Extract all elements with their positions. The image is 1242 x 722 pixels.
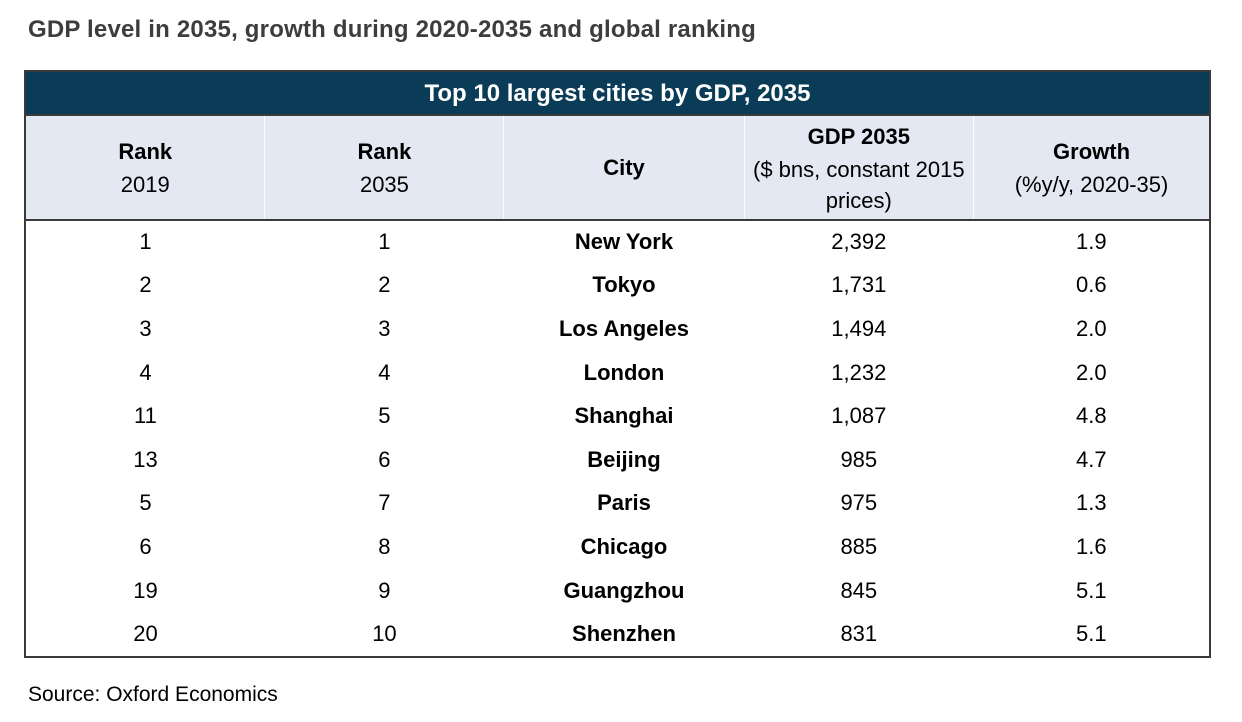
col-header-city: City <box>503 116 745 221</box>
rank-2019-cell: 19 <box>26 568 265 613</box>
rank-2035-cell: 8 <box>264 525 504 569</box>
rank-2035-cell: 1 <box>264 220 504 264</box>
rank-2019-cell: 5 <box>26 481 265 526</box>
gdp-cell: 1,232 <box>744 350 974 395</box>
rank-2019-cell: 3 <box>26 307 265 351</box>
col-header-label: City <box>603 154 645 180</box>
col-header-label: Rank <box>118 139 173 164</box>
city-cell: Tokyo <box>503 263 745 308</box>
gdp-cell: 975 <box>744 481 974 526</box>
page-title: GDP level in 2035, growth during 2020-20… <box>28 16 756 43</box>
col-header-sub: ($ bns, constant 2015 prices) <box>753 156 965 213</box>
city-cell: Chicago <box>503 525 745 569</box>
growth-cell: 5.1 <box>973 568 1209 613</box>
col-header-rank-2035: Rank 2035 <box>264 116 505 221</box>
table-row: 1 1 New York 2,392 1.9 <box>26 220 1209 264</box>
col-header-label: GDP 2035 <box>807 123 910 149</box>
city-cell: Los Angeles <box>503 307 745 351</box>
city-cell: New York <box>503 220 745 264</box>
gdp-cell: 831 <box>744 612 974 656</box>
city-cell: Shenzhen <box>503 612 745 656</box>
col-header-label: Rank <box>357 139 412 164</box>
city-cell: Guangzhou <box>503 568 745 613</box>
source-note: Source: Oxford Economics <box>28 683 278 706</box>
rank-2019-cell: 4 <box>26 350 265 395</box>
table-row: 4 4 London 1,232 2.0 <box>26 350 1209 395</box>
gdp-cell: 845 <box>744 568 974 613</box>
table-row: 19 9 Guangzhou 845 5.1 <box>26 568 1209 613</box>
rank-2019-cell: 1 <box>26 220 265 264</box>
rank-2019-cell: 6 <box>26 525 265 569</box>
table-row: 20 10 Shenzhen 831 5.1 <box>26 612 1209 656</box>
rank-2035-cell: 10 <box>264 612 504 656</box>
growth-cell: 5.1 <box>973 612 1209 656</box>
rank-2035-cell: 3 <box>264 307 504 351</box>
table-row: 2 2 Tokyo 1,731 0.6 <box>26 263 1209 308</box>
header-row: Rank 2019 Rank 2035 City GDP 2035 ($ bns… <box>26 116 1209 221</box>
gdp-ranking-table: Top 10 largest cities by GDP, 2035 Rank … <box>24 70 1211 658</box>
gdp-cell: 2,392 <box>744 220 974 264</box>
col-header-sub: (%y/y, 2020-35) <box>1014 172 1169 197</box>
growth-cell: 1.3 <box>973 481 1209 526</box>
gdp-cell: 985 <box>744 437 974 482</box>
table-row: 11 5 Shanghai 1,087 4.8 <box>26 394 1209 438</box>
city-cell: Shanghai <box>503 394 745 438</box>
table-row: 13 6 Beijing 985 4.7 <box>26 437 1209 482</box>
rank-2035-cell: 2 <box>264 263 504 308</box>
gdp-cell: 885 <box>744 525 974 569</box>
col-header-growth: Growth (%y/y, 2020-35) <box>973 116 1209 221</box>
table-row: 3 3 Los Angeles 1,494 2.0 <box>26 307 1209 351</box>
gdp-cell: 1,731 <box>744 263 974 308</box>
growth-cell: 4.7 <box>973 437 1209 482</box>
city-cell: Paris <box>503 481 745 526</box>
growth-cell: 1.9 <box>973 220 1209 264</box>
table-row: 6 8 Chicago 885 1.6 <box>26 525 1209 569</box>
col-header-gdp-2035: GDP 2035 ($ bns, constant 2015 prices) <box>744 116 975 221</box>
city-cell: London <box>503 350 745 395</box>
city-cell: Beijing <box>503 437 745 482</box>
col-header-label: Growth <box>1053 139 1131 164</box>
rank-2035-cell: 7 <box>264 481 504 526</box>
rank-2035-cell: 6 <box>264 437 504 482</box>
growth-cell: 0.6 <box>973 263 1209 308</box>
gdp-cell: 1,494 <box>744 307 974 351</box>
growth-cell: 1.6 <box>973 525 1209 569</box>
growth-cell: 4.8 <box>973 394 1209 438</box>
rank-2035-cell: 9 <box>264 568 504 613</box>
table-row: 5 7 Paris 975 1.3 <box>26 481 1209 526</box>
table-caption: Top 10 largest cities by GDP, 2035 <box>26 72 1209 116</box>
growth-cell: 2.0 <box>973 307 1209 351</box>
rank-2019-cell: 2 <box>26 263 265 308</box>
rank-2019-cell: 20 <box>26 612 265 656</box>
data-table: Rank 2019 Rank 2035 City GDP 2035 ($ bns… <box>26 116 1209 656</box>
rank-2035-cell: 4 <box>264 350 504 395</box>
rank-2035-cell: 5 <box>264 394 504 438</box>
rank-2019-cell: 13 <box>26 437 265 482</box>
col-header-sub: 2035 <box>359 172 409 197</box>
rank-2019-cell: 11 <box>26 394 265 438</box>
col-header-rank-2019: Rank 2019 <box>26 116 266 221</box>
gdp-cell: 1,087 <box>744 394 974 438</box>
col-header-sub: 2019 <box>120 172 170 197</box>
growth-cell: 2.0 <box>973 350 1209 395</box>
